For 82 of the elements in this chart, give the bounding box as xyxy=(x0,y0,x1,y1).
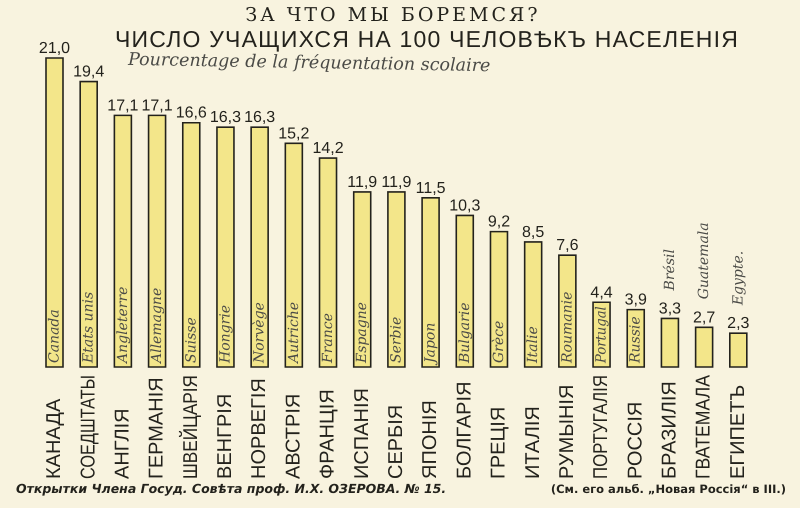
bar xyxy=(182,122,201,368)
data-label: 19,4 xyxy=(73,64,104,81)
x-tick-label: АНГЛІЯ xyxy=(111,408,134,479)
bar xyxy=(284,142,304,368)
x-tick-label: ГВАТЕМАЛА xyxy=(692,361,715,479)
data-label: 16,6 xyxy=(176,104,207,122)
bar xyxy=(45,57,64,368)
x-tick-label: РОССІЯ xyxy=(624,402,646,479)
data-label: 8,5 xyxy=(522,224,544,241)
annotation: Italie xyxy=(525,326,542,364)
annotation: Allemagne xyxy=(149,288,166,365)
bar xyxy=(318,157,338,368)
data-label: 11,5 xyxy=(416,180,446,197)
annotation: Serbie xyxy=(388,316,404,363)
x-tick-label: ЯПОНІЯ xyxy=(419,400,442,479)
annotation: Grèce xyxy=(490,320,507,363)
annotation: Russie xyxy=(628,316,644,364)
data-label: 3,3 xyxy=(658,300,682,318)
x-tick-label: СЕРБІЯ xyxy=(385,404,407,479)
x-tick-label: ФРАНЦІЯ xyxy=(316,389,339,479)
bar xyxy=(455,214,474,368)
annotation: Bulgarie xyxy=(456,302,473,364)
data-label: 15,2 xyxy=(278,125,310,142)
bar xyxy=(387,191,406,368)
data-label: 21,0 xyxy=(38,40,70,57)
x-tick-label: РУМЫНІЯ xyxy=(556,384,578,479)
annotation: Roumanie xyxy=(559,292,576,364)
data-label: 11,9 xyxy=(381,174,412,191)
x-tick-label: ВЕНГРІЯ xyxy=(214,394,236,479)
annotation: Japon xyxy=(422,322,439,366)
data-label: 2,7 xyxy=(692,309,716,326)
x-tick-label: ИСПАНІЯ xyxy=(350,388,373,479)
bar xyxy=(216,126,235,368)
text: (См. его альб. „Новая Россія“ в III.) xyxy=(550,482,786,496)
annotation: Angleterre xyxy=(114,286,131,365)
x-tick-label: БРАЗИЛІЯ xyxy=(658,381,681,479)
bar xyxy=(490,230,508,368)
annotation: Portugal xyxy=(594,302,610,364)
x-tick-label: ИТАЛІЯ xyxy=(522,406,544,479)
x-tick-label: ЕГИПЕТЪ xyxy=(726,384,749,479)
chart-title: ЗА ЧТО МЫ БОРЕМСЯ? xyxy=(244,4,542,26)
x-tick-label: ГРЕЦІЯ xyxy=(488,406,510,479)
data-label: 7,6 xyxy=(556,237,579,254)
text: Открытки Члена Госуд. Совѣта проф. И.Х. ОЗЕРОВА. № 15. xyxy=(16,481,446,496)
annotation: Autriche xyxy=(286,302,302,365)
data-label: 16,3 xyxy=(244,109,276,126)
data-label: 3,9 xyxy=(624,292,647,309)
data-label: 17,1 xyxy=(107,97,139,114)
annotation: France xyxy=(320,313,336,364)
annotation: Canada xyxy=(46,309,62,363)
data-label: 11,9 xyxy=(347,174,378,191)
x-tick-label: ГЕРМАНІЯ xyxy=(146,377,168,479)
bar xyxy=(250,126,269,368)
annotation: Norvège xyxy=(252,302,268,364)
data-label: 16,3 xyxy=(210,109,242,126)
data-label: 14,2 xyxy=(312,140,344,158)
bar xyxy=(352,191,372,368)
x-tick-label: КАНАДА xyxy=(43,398,66,479)
data-label: 4,4 xyxy=(590,284,613,302)
bar xyxy=(524,241,542,368)
x-tick-label: АВСТРІЯ xyxy=(282,394,304,479)
annotation: Guatemala xyxy=(696,222,712,300)
bar xyxy=(421,196,440,368)
annotation: Espagne xyxy=(354,302,370,364)
bar xyxy=(79,80,98,368)
annotation: Etats unis xyxy=(80,292,97,364)
chart-subtitle: ЧИСЛО УЧАЩИХСЯ НА 100 ЧЕЛОВѢКЪ НАСЕЛЕНІЯ xyxy=(114,26,740,52)
bar xyxy=(114,114,132,368)
bar xyxy=(694,326,714,368)
annotation: Brésil xyxy=(662,249,678,292)
data-label: 10,3 xyxy=(449,197,480,214)
annotation: Hongrie xyxy=(217,304,234,364)
x-tick-label: НОРВЕГІЯ xyxy=(248,378,270,479)
annotation: Suisse xyxy=(183,317,200,363)
bar xyxy=(729,332,748,368)
x-tick-label: БОЛГАРІЯ xyxy=(453,381,476,479)
bar xyxy=(660,318,680,368)
data-label: 2,3 xyxy=(727,315,750,332)
annotation: Egypte. xyxy=(730,250,746,306)
data-label: 9,2 xyxy=(488,214,510,231)
data-label: 17,1 xyxy=(142,97,173,114)
bar xyxy=(148,114,166,368)
